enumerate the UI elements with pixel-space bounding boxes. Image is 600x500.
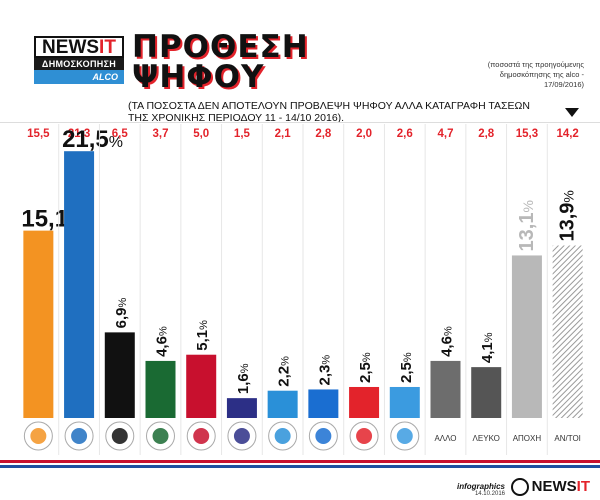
value-label: 2,5% bbox=[357, 352, 374, 383]
footer-infographics: infographics bbox=[456, 482, 505, 491]
bar-11 bbox=[471, 367, 502, 418]
value-label: 4,6% bbox=[439, 326, 456, 357]
previous-value-label: 15,5 bbox=[27, 128, 50, 140]
previous-value-label: 3,7 bbox=[153, 128, 169, 140]
page-title-line2: ΨΗΦΟΥ bbox=[132, 59, 265, 95]
stripe-red bbox=[0, 460, 600, 463]
bar-12 bbox=[511, 255, 542, 418]
previous-poll-note: (ποσοστά της προηγούμενης δημοσκόπησης τ… bbox=[487, 60, 584, 89]
previous-value-label: 2,6 bbox=[397, 128, 413, 140]
value-label: 4,6% bbox=[154, 326, 171, 357]
bar-8 bbox=[349, 386, 380, 418]
value-label: 5,1% bbox=[194, 320, 211, 351]
value-label: 4,1% bbox=[479, 332, 496, 363]
value-label: 13,1% bbox=[516, 200, 538, 251]
party-logo-mark bbox=[233, 428, 250, 444]
footer-date: 14.10.2016 bbox=[474, 491, 505, 497]
bar-0 bbox=[23, 230, 54, 418]
party-logo-mark bbox=[274, 428, 291, 444]
previous-value-label: 2,8 bbox=[478, 128, 495, 140]
previous-value-label: 6,5 bbox=[112, 128, 129, 140]
previous-value-label: 4,7 bbox=[438, 128, 454, 140]
stripe-white bbox=[0, 463, 600, 465]
previous-value-label: 14,2 bbox=[556, 128, 578, 140]
bar-9 bbox=[389, 386, 420, 418]
previous-value-label: 5,0 bbox=[193, 128, 209, 140]
value-label: 1,6% bbox=[235, 363, 252, 394]
divider bbox=[0, 122, 600, 123]
footer-circle-icon bbox=[511, 478, 529, 496]
stripe-blue bbox=[0, 465, 600, 468]
previous-value-label: 2,8 bbox=[315, 128, 332, 140]
bar-1 bbox=[64, 151, 95, 419]
bar-3 bbox=[145, 360, 176, 418]
party-logo-mark bbox=[111, 428, 128, 444]
bar-5 bbox=[226, 398, 257, 418]
party-logo-mark bbox=[356, 428, 373, 444]
category-text-label: ΑΝ/ΤΟΙ bbox=[554, 434, 581, 443]
vote-intention-bar-chart: 15,515,1%21,321,5%6,56,9%3,74,6%5,05,1%1… bbox=[21, 124, 583, 455]
value-label: 2,3% bbox=[316, 355, 333, 386]
flag-stripe bbox=[0, 460, 600, 468]
previous-value-label: 2,0 bbox=[356, 128, 372, 140]
party-logo-mark bbox=[396, 428, 413, 444]
party-logo-mark bbox=[315, 428, 332, 444]
party-logo-mark bbox=[30, 428, 47, 444]
value-label: 2,2% bbox=[276, 356, 293, 387]
footer-newsit-logo: NEWSIT bbox=[531, 478, 590, 495]
previous-value-label: 1,5 bbox=[234, 128, 251, 140]
value-label: 2,5% bbox=[398, 352, 415, 383]
newsit-alco-logo: NEWSIT ΔΗΜΟΣΚΟΠΗΣΗ ALCO bbox=[34, 36, 124, 84]
party-logo-mark bbox=[152, 428, 169, 444]
bar-7 bbox=[308, 389, 339, 418]
party-logo-mark bbox=[193, 428, 210, 444]
category-text-label: ΛΕΥΚΟ bbox=[473, 434, 500, 443]
party-logo-mark bbox=[71, 428, 88, 444]
category-text-label: ΑΛΛΟ bbox=[434, 434, 456, 443]
category-text-label: ΑΠΟΧΗ bbox=[513, 434, 542, 443]
bar-4 bbox=[186, 354, 217, 418]
previous-value-label: 15,3 bbox=[516, 128, 538, 140]
previous-value-label: 2,1 bbox=[275, 128, 292, 140]
logo-partner: ALCO bbox=[34, 70, 124, 84]
newsit-wordmark: NEWSIT bbox=[34, 36, 124, 58]
previous-value-label: 21,3 bbox=[68, 128, 90, 140]
subtitle: (ΤΑ ΠΟΣΟΣΤΑ ΔΕΝ ΑΠΟΤΕΛΟΥΝ ΠΡΟΒΛΕΨΗ ΨΗΦΟΥ… bbox=[128, 100, 530, 124]
bar-10 bbox=[430, 360, 461, 418]
bar-13 bbox=[552, 245, 583, 418]
logo-subtitle: ΔΗΜΟΣΚΟΠΗΣΗ bbox=[34, 58, 124, 70]
down-arrow-icon bbox=[565, 108, 579, 117]
bar-2 bbox=[104, 332, 135, 418]
value-label: 13,9% bbox=[557, 190, 579, 241]
value-label: 6,9% bbox=[113, 298, 130, 329]
bar-6 bbox=[267, 390, 298, 418]
page-title-line1: ΠΡΟΘΕΣΗ bbox=[132, 29, 309, 65]
